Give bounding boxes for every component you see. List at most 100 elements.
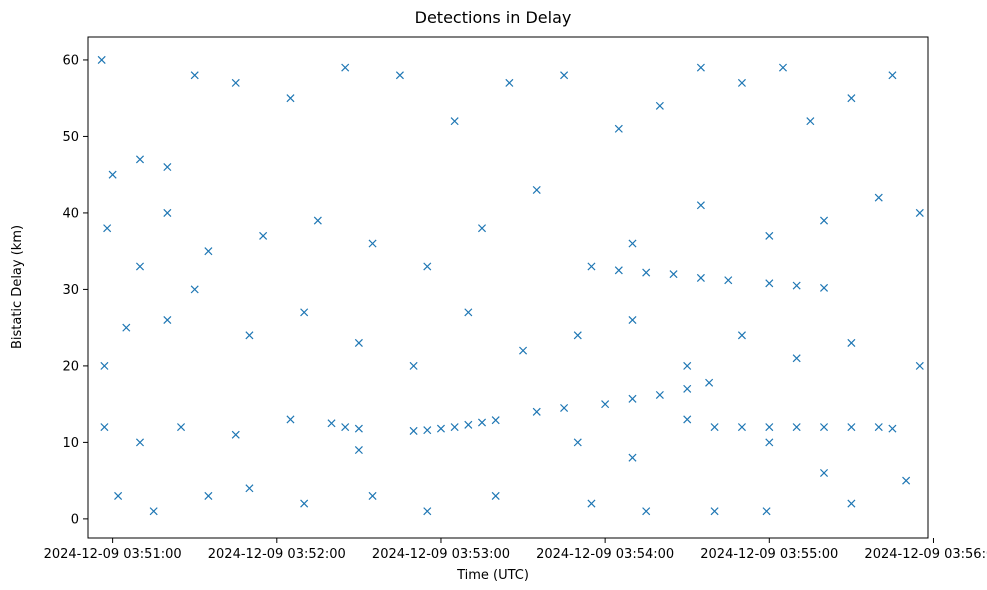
- y-tick-label: 0: [71, 512, 79, 527]
- y-tick-label: 40: [62, 206, 79, 221]
- data-point: [286, 94, 295, 103]
- data-point: [177, 423, 186, 432]
- x-axis-label: Time (UTC): [456, 568, 529, 583]
- y-axis-label: Bistatic Delay (km): [10, 225, 25, 349]
- data-points: [97, 55, 924, 516]
- data-point: [765, 279, 774, 288]
- data-point: [114, 491, 123, 500]
- data-point: [628, 394, 637, 403]
- data-point: [354, 446, 363, 455]
- data-point: [820, 283, 829, 292]
- data-point: [286, 415, 295, 424]
- data-point: [792, 281, 801, 290]
- y-tick-label: 30: [62, 283, 79, 298]
- data-point: [737, 331, 746, 340]
- data-point: [354, 424, 363, 433]
- data-point: [532, 407, 541, 416]
- data-point: [792, 354, 801, 363]
- data-point: [149, 507, 158, 516]
- chart-title: Detections in Delay: [415, 8, 572, 27]
- data-point: [628, 239, 637, 248]
- data-point: [231, 430, 240, 439]
- data-point: [724, 276, 733, 285]
- data-point: [587, 262, 596, 271]
- data-point: [573, 438, 582, 447]
- data-point: [778, 63, 788, 72]
- data-point: [683, 361, 692, 370]
- data-point: [204, 247, 213, 256]
- data-point: [765, 438, 774, 447]
- x-tick-label: 2024-12-09 03:52:00: [208, 547, 346, 562]
- data-point: [300, 499, 309, 508]
- y-tick-label: 50: [62, 130, 79, 145]
- data-point: [532, 185, 541, 195]
- data-point: [354, 338, 363, 347]
- data-point: [642, 268, 651, 277]
- data-point: [436, 424, 445, 433]
- data-point: [683, 415, 692, 424]
- data-point: [135, 438, 145, 447]
- data-point: [491, 491, 500, 500]
- data-point: [464, 308, 473, 317]
- y-tick-label: 20: [62, 359, 79, 374]
- data-point: [710, 423, 719, 432]
- data-point: [573, 331, 582, 340]
- data-point: [135, 262, 145, 271]
- data-point: [696, 201, 705, 210]
- data-point: [464, 420, 473, 429]
- data-point: [341, 63, 350, 72]
- data-point: [450, 117, 459, 126]
- x-axis: 2024-12-09 03:51:00 2024-12-09 03:52:00 20…: [44, 538, 987, 562]
- data-point: [820, 423, 829, 432]
- data-point: [163, 163, 172, 172]
- data-point: [762, 507, 771, 516]
- data-point: [765, 231, 774, 240]
- x-tick-label: 2024-12-09 03:51:00: [44, 547, 182, 562]
- data-point: [423, 262, 432, 271]
- data-point: [874, 193, 883, 202]
- data-point: [409, 361, 418, 370]
- data-point: [519, 346, 528, 355]
- data-point: [450, 423, 459, 432]
- data-point: [642, 507, 651, 516]
- data-point: [423, 426, 432, 435]
- data-point: [259, 231, 268, 240]
- x-tick-label: 2024-12-09 03:56:00: [864, 547, 987, 562]
- data-point: [847, 423, 856, 432]
- data-point: [601, 400, 610, 409]
- data-point: [505, 78, 514, 87]
- data-point: [231, 78, 240, 87]
- data-point: [705, 378, 714, 387]
- data-point: [820, 468, 829, 478]
- data-point: [97, 55, 106, 64]
- data-point: [628, 453, 637, 462]
- data-point: [614, 124, 623, 133]
- data-point: [190, 71, 199, 80]
- data-point: [737, 423, 746, 432]
- data-point: [122, 323, 131, 332]
- x-tick-label: 2024-12-09 03:53:00: [372, 547, 510, 562]
- data-point: [327, 419, 336, 428]
- data-point: [669, 270, 678, 279]
- axes-frame: [87, 36, 929, 539]
- data-point: [409, 426, 418, 435]
- data-point: [696, 273, 705, 282]
- data-point: [108, 170, 117, 179]
- data-point: [792, 423, 801, 432]
- y-axis: 0 10 20 30 40 50 60: [62, 53, 88, 527]
- data-point: [806, 117, 815, 126]
- data-point: [190, 285, 199, 294]
- data-point: [560, 403, 569, 412]
- data-point: [628, 315, 637, 325]
- data-point: [915, 361, 924, 370]
- data-point: [847, 499, 856, 508]
- data-point: [395, 71, 404, 80]
- data-point: [888, 71, 897, 80]
- data-point: [710, 507, 719, 516]
- data-point: [163, 315, 172, 325]
- data-point: [655, 390, 664, 399]
- data-point: [368, 491, 377, 500]
- data-point: [477, 224, 487, 233]
